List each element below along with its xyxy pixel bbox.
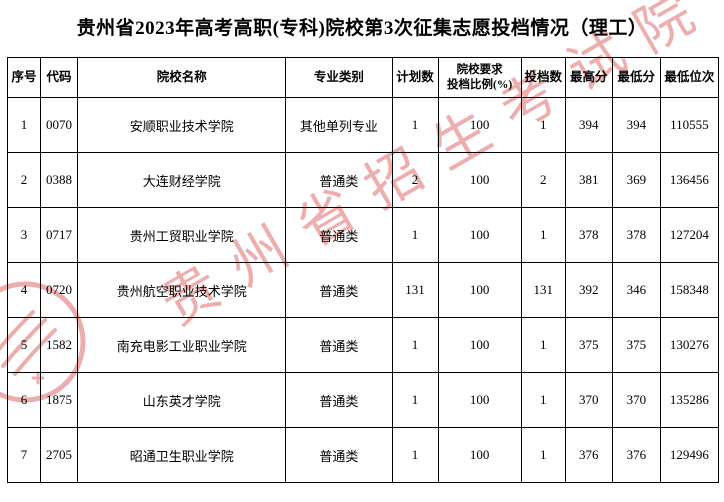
table-row: 6 1875 山东英才学院 普通类 1 100 1 370 370 135286	[6, 372, 720, 428]
column-header-7: 最高分	[564, 57, 613, 98]
table-cell: 100	[437, 207, 522, 263]
table-cell: 376	[564, 427, 613, 483]
column-header-line1: 院校要求	[456, 64, 503, 77]
table-cell: 131	[391, 262, 439, 318]
table-cell: 1582	[40, 317, 79, 373]
table-cell: 370	[611, 372, 661, 428]
column-header-1: 代码	[40, 57, 79, 98]
table-cell: 3	[6, 207, 42, 263]
column-header-0: 序号	[6, 57, 42, 98]
table-cell: 136456	[659, 152, 720, 208]
table-cell: 0070	[40, 97, 79, 153]
admission-table: 序号 代码 院校名称 专业类别 计划数 院校要求 投档比例(%) 投档数 最高分 最低分 最低位次 …	[6, 57, 720, 483]
page-title: 贵州省2023年高考高职(专科)院校第3次征集志愿投档情况（理工）	[76, 18, 648, 39]
table-cell: 1875	[40, 372, 79, 428]
table-cell: 131	[520, 262, 566, 318]
table-cell: 100	[437, 427, 522, 483]
table-cell: 378	[564, 207, 613, 263]
table-cell: 其他单列专业	[285, 97, 393, 153]
table-cell: 2	[520, 152, 566, 208]
header-row: 序号 代码 院校名称 专业类别 计划数 院校要求 投档比例(%) 投档数 最高分 最低分 最低位次	[6, 57, 720, 98]
table-cell: 135286	[659, 372, 720, 428]
table-cell: 110555	[659, 97, 720, 153]
table-cell: 普通类	[285, 317, 393, 373]
table-cell: 1	[391, 427, 439, 483]
table-cell: 贵州工贸职业学院	[77, 207, 287, 263]
column-header-3: 专业类别	[285, 57, 393, 98]
table-cell: 369	[611, 152, 661, 208]
table-cell: 7	[6, 427, 42, 483]
table-cell: 普通类	[285, 152, 393, 208]
table-row: 5 1582 南充电影工业职业学院 普通类 1 100 1 375 375 130276	[6, 317, 720, 373]
table-cell: 安顺职业技术学院	[77, 97, 287, 153]
table-cell: 129496	[659, 427, 720, 483]
table-cell: 100	[437, 372, 522, 428]
table-cell: 4	[6, 262, 42, 318]
table-cell: 2705	[40, 427, 79, 483]
table-cell: 376	[611, 427, 661, 483]
column-header-line2: 投档比例(%)	[447, 78, 513, 91]
table-cell: 普通类	[285, 207, 393, 263]
table-cell: 378	[611, 207, 661, 263]
table-cell: 昭通卫生职业学院	[77, 427, 287, 483]
table-cell: 普通类	[285, 372, 393, 428]
column-header-6: 投档数	[520, 57, 566, 98]
table-row: 4 0720 贵州航空职业技术学院 普通类 131 100 131 392 346 158348	[6, 262, 720, 318]
table-cell: 1	[520, 427, 566, 483]
table-cell: 100	[437, 152, 522, 208]
column-header-4: 计划数	[391, 57, 439, 98]
table-cell: 130276	[659, 317, 720, 373]
table-cell: 5	[6, 317, 42, 373]
table-row: 2 0388 大连财经学院 普通类 2 100 2 381 369 136456	[6, 152, 720, 208]
table-cell: 1	[391, 97, 439, 153]
table-cell: 山东英才学院	[77, 372, 287, 428]
table-cell: 100	[437, 262, 522, 318]
table-row: 7 2705 昭通卫生职业学院 普通类 1 100 1 376 376 129496	[6, 427, 720, 483]
column-header-5: 院校要求 投档比例(%)	[437, 57, 522, 98]
table-cell: 1	[391, 317, 439, 373]
table-cell: 1	[391, 207, 439, 263]
table-cell: 1	[520, 207, 566, 263]
table-cell: 370	[564, 372, 613, 428]
table-cell: 0388	[40, 152, 79, 208]
table-cell: 1	[520, 97, 566, 153]
table-cell: 375	[564, 317, 613, 373]
table-cell: 375	[611, 317, 661, 373]
table-cell: 1	[520, 372, 566, 428]
table-cell: 6	[6, 372, 42, 428]
table-cell: 1	[6, 97, 42, 153]
table-row: 1 0070 安顺职业技术学院 其他单列专业 1 100 1 394 394 110555	[6, 97, 720, 153]
table-cell: 0720	[40, 262, 79, 318]
table-cell: 158348	[659, 262, 720, 318]
table-cell: 100	[437, 317, 522, 373]
table-cell: 381	[564, 152, 613, 208]
table-cell: 394	[564, 97, 613, 153]
table-cell: 2	[391, 152, 439, 208]
table-row: 3 0717 贵州工贸职业学院 普通类 1 100 1 378 378 127204	[6, 207, 720, 263]
table-cell: 贵州航空职业技术学院	[77, 262, 287, 318]
table-body: 1 0070 安顺职业技术学院 其他单列专业 1 100 1 394 394 110555 2 038…	[6, 97, 720, 483]
column-header-2: 院校名称	[77, 57, 287, 98]
table-cell: 346	[611, 262, 661, 318]
table-cell: 394	[611, 97, 661, 153]
table-cell: 普通类	[285, 427, 393, 483]
table-cell: 1	[391, 372, 439, 428]
table-cell: 普通类	[285, 262, 393, 318]
table-cell: 392	[564, 262, 613, 318]
table-cell: 2	[6, 152, 42, 208]
table-cell: 大连财经学院	[77, 152, 287, 208]
table-cell: 1	[520, 317, 566, 373]
column-header-9: 最低位次	[659, 57, 720, 98]
table-cell: 0717	[40, 207, 79, 263]
table-cell: 100	[437, 97, 522, 153]
table-cell: 127204	[659, 207, 720, 263]
column-header-8: 最低分	[611, 57, 661, 98]
table-cell: 南充电影工业职业学院	[77, 317, 287, 373]
